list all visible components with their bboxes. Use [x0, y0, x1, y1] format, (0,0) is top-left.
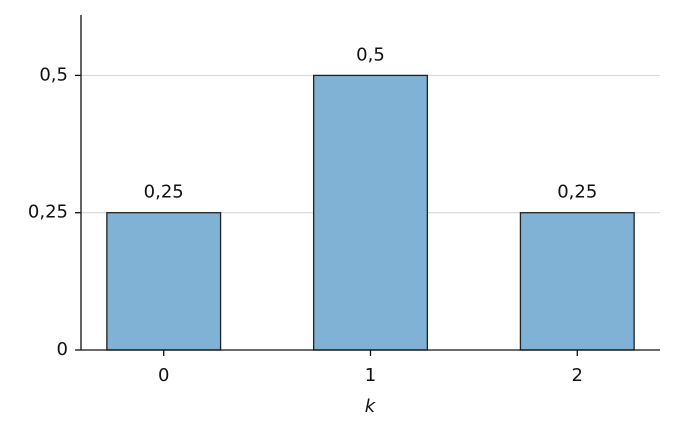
bar [519, 212, 635, 351]
y-tick-label: 0,5 [39, 64, 68, 85]
value-label: 0,25 [144, 182, 184, 203]
value-label: 0,5 [356, 44, 385, 65]
x-tick-label: 0 [158, 365, 169, 386]
y-tick-label: 0 [57, 339, 68, 360]
x-axis-label: k [365, 396, 377, 417]
value-label: 0,25 [557, 182, 597, 203]
y-tick-label: 0,25 [28, 202, 68, 223]
x-tick-label: 2 [572, 365, 583, 386]
bar [106, 212, 222, 351]
x-tick-label: 1 [365, 365, 376, 386]
bar [312, 74, 429, 351]
